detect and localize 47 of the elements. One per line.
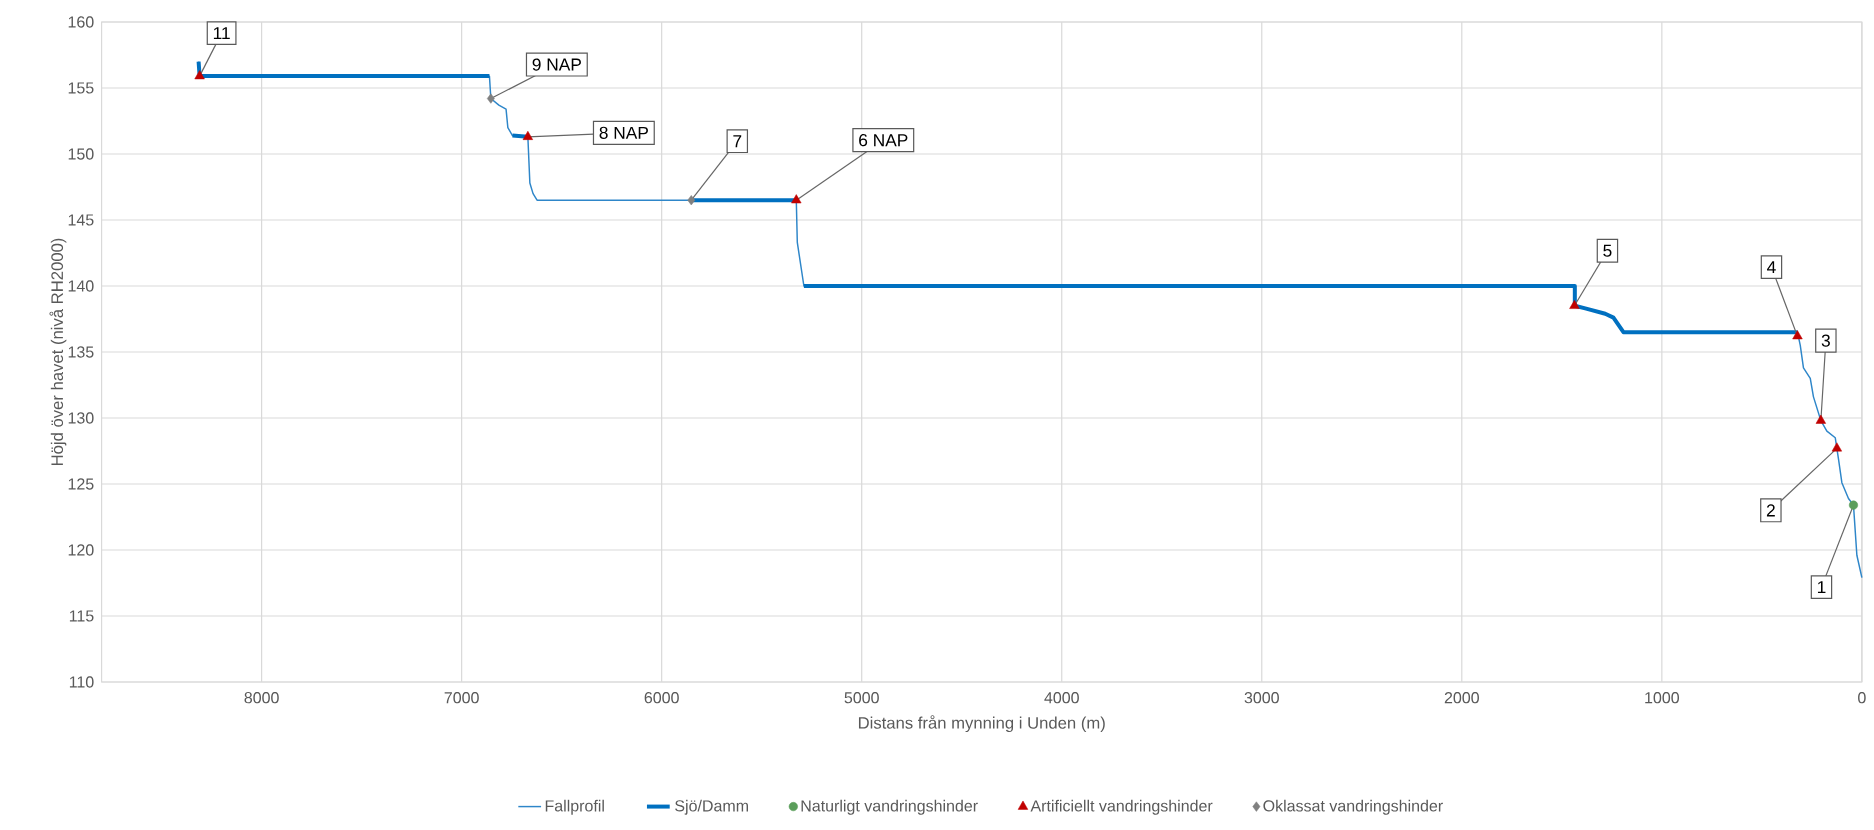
annotation: 11 <box>213 27 230 40</box>
point <box>486 93 495 104</box>
legend-label: Naturligt vandringshinder <box>801 799 978 815</box>
annotation: 6 NAP <box>859 134 908 147</box>
y-tick-label: 130 <box>68 412 94 424</box>
y-tick-label: 135 <box>68 346 94 358</box>
x-axis-title: Distans från mynning i Unden (m) <box>858 715 1105 733</box>
legend-label: Sjö/Damm <box>675 799 748 815</box>
y-tick-label: 115 <box>69 610 94 622</box>
point <box>791 194 802 204</box>
x-tick-label: 5000 <box>844 692 879 704</box>
legend-label: Artificiellt vandringshinder <box>1030 799 1213 815</box>
point <box>1569 299 1580 309</box>
annotation: 2 <box>1766 504 1775 517</box>
x-tick-label: 2000 <box>1444 692 1479 704</box>
point <box>522 130 533 140</box>
point <box>1792 330 1803 340</box>
y-tick-label: 155 <box>68 82 94 94</box>
x-tick-label: 0 <box>1858 692 1866 704</box>
point <box>1848 500 1859 510</box>
annotation: 7 <box>733 135 742 148</box>
point <box>687 195 696 206</box>
x-tick-label: 4000 <box>1044 692 1079 704</box>
annotation: 8 NAP <box>599 126 648 139</box>
y-axis-title: Höjd över havet (nivå RH2000) <box>49 238 67 466</box>
annotation: 4 <box>1767 261 1776 274</box>
annotation: 3 <box>1821 334 1830 347</box>
legend-label: Fallprofil <box>545 799 604 815</box>
point <box>1815 414 1826 424</box>
y-tick-label: 150 <box>68 148 94 160</box>
y-tick-label: 120 <box>68 544 94 556</box>
x-tick-label: 3000 <box>1244 692 1279 704</box>
point <box>194 70 205 80</box>
y-tick-label: 145 <box>68 214 94 226</box>
point <box>1831 442 1842 452</box>
annotation: 5 <box>1603 244 1612 257</box>
x-tick-label: 6000 <box>644 692 679 704</box>
y-tick-label: 110 <box>69 676 94 688</box>
annotation: 1 <box>1817 581 1826 594</box>
x-tick-label: 8000 <box>244 692 279 704</box>
annotation: 9 NAP <box>532 58 581 71</box>
x-tick-label: 7000 <box>444 692 479 704</box>
legend-label: Oklassat vandringshinder <box>1263 799 1443 815</box>
y-tick-label: 160 <box>68 16 94 28</box>
x-tick-label: 1000 <box>1645 692 1680 704</box>
y-tick-label: 140 <box>68 280 94 292</box>
y-tick-label: 125 <box>68 478 94 490</box>
